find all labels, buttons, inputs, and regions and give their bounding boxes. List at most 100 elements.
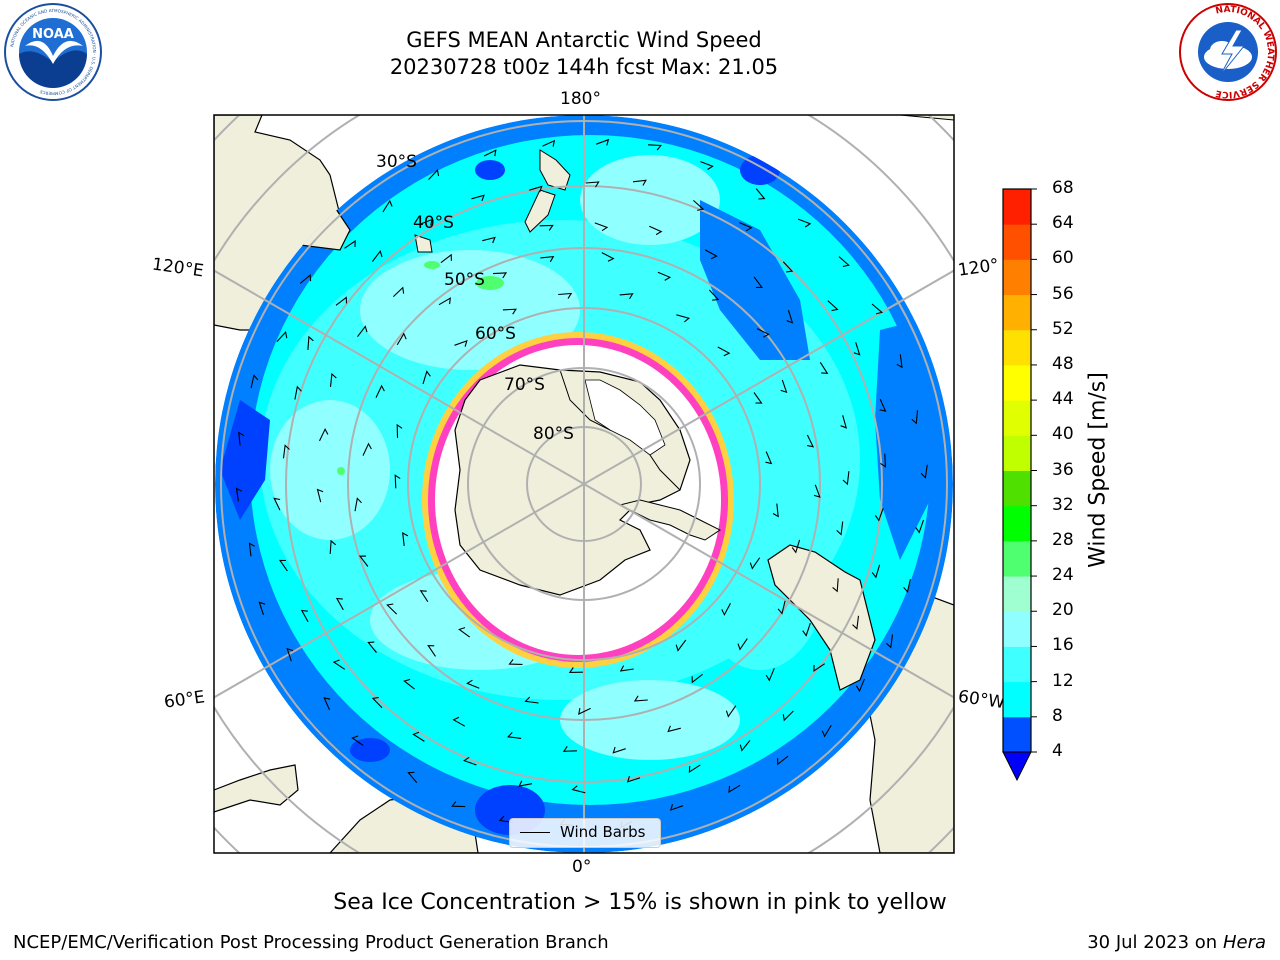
wind-barb	[375, 384, 385, 398]
colorbar	[1002, 188, 1037, 782]
wind-barb	[335, 296, 348, 306]
lon-label-180: 180°	[560, 89, 601, 109]
colorbar-tick-label: 52	[1052, 318, 1074, 339]
wind-barb	[357, 325, 368, 338]
wind-barb	[407, 771, 418, 784]
colorbar-tick-label: 20	[1052, 600, 1074, 621]
wind-barb	[524, 696, 539, 704]
wind-barb	[708, 289, 720, 301]
wind-barb	[739, 222, 753, 232]
wind-barb	[344, 239, 356, 249]
wind-barb	[813, 484, 821, 498]
wind-barb	[562, 745, 577, 752]
wind-barb	[508, 659, 523, 665]
colorbar-segment	[1003, 611, 1031, 647]
wind-barb	[393, 286, 405, 297]
wind-barb	[842, 471, 850, 486]
wind-barb	[248, 542, 255, 557]
colorbar-segment	[1003, 329, 1031, 366]
wind-barb	[498, 815, 513, 823]
wind-barb	[316, 488, 324, 503]
wind-barb	[396, 332, 407, 346]
wind-barb	[507, 732, 522, 739]
wind-barb	[920, 464, 928, 479]
wind-barb	[838, 256, 850, 268]
lat-label-70s: 70°S	[504, 375, 545, 395]
wind-barb	[765, 451, 773, 465]
lat-label-40s: 40°S	[413, 213, 454, 233]
wind-barb	[351, 735, 364, 746]
wind-barb	[821, 724, 832, 738]
wind-barb	[428, 168, 440, 180]
wind-barb	[594, 222, 609, 232]
wind-barb	[819, 362, 829, 374]
wind-barb	[852, 615, 860, 630]
wind-barb	[451, 801, 466, 808]
footer-date: 30 Jul 2023 on Hera	[1087, 932, 1266, 953]
colorbar-segment	[1003, 646, 1031, 683]
colorbar-tick-label: 56	[1052, 283, 1074, 304]
wind-barb	[332, 659, 346, 670]
wind-barb	[539, 224, 554, 231]
wind-barb	[797, 218, 812, 228]
colorbar-tick-label: 16	[1052, 635, 1074, 656]
wind-barb	[737, 638, 748, 651]
colorbar-tick-label: 48	[1052, 353, 1074, 374]
wind-barb	[753, 392, 763, 404]
wind-barb	[791, 539, 801, 554]
wind-barb	[777, 600, 786, 615]
footer-organization: NCEP/EMC/Verification Post Processing Pr…	[13, 932, 609, 953]
wind-barb	[739, 740, 751, 752]
wind-barb	[619, 293, 634, 300]
wind-barb	[286, 647, 294, 662]
wind-barb	[329, 372, 337, 387]
wind-barb	[585, 181, 600, 188]
lat-label-50s: 50°S	[444, 270, 485, 290]
wind-barb	[403, 678, 415, 690]
wind-barb	[669, 804, 684, 811]
wind-barb	[813, 663, 826, 673]
wind-barb	[836, 521, 844, 536]
wind-barb	[721, 602, 731, 616]
wind-barb	[612, 746, 626, 754]
colorbar-segment	[1003, 576, 1031, 612]
wind-barb	[235, 487, 243, 502]
colorbar-segment	[1003, 259, 1031, 296]
colorbar-label: Wind Speed [m/s]	[1085, 372, 1111, 568]
wind-barb	[619, 665, 634, 672]
wind-barb	[782, 710, 794, 722]
wind-barb	[367, 641, 377, 653]
wind-barb	[335, 597, 344, 611]
colorbar-tick-label: 4	[1052, 741, 1063, 761]
wind-barb	[568, 667, 583, 673]
wind-barb	[874, 508, 884, 522]
colorbar-tick-label: 24	[1052, 565, 1074, 586]
wind-barb	[880, 453, 886, 468]
wind-barb	[458, 627, 471, 638]
wind-barb	[855, 678, 866, 693]
wind-barb	[558, 292, 573, 299]
colorbar-segment	[1003, 189, 1031, 225]
wind-barb	[806, 434, 815, 448]
colorbar-segment	[1003, 505, 1031, 542]
footer-machine: Hera	[1222, 932, 1266, 953]
wind-barb	[273, 497, 281, 511]
wind-barb	[466, 679, 480, 689]
wind-barb	[728, 784, 741, 794]
colorbar-segment	[1003, 224, 1031, 260]
wind-barb	[903, 578, 911, 593]
wind-barb	[657, 271, 672, 281]
wind-barb	[300, 609, 309, 623]
colorbar-tick-label: 12	[1052, 670, 1074, 691]
wind-barb	[358, 555, 369, 567]
noaa-logo: NOAA NATIONAL OCEANIC AND ATMOSPHERIC AD…	[4, 3, 102, 101]
colorbar-segment	[1003, 400, 1031, 436]
wind-barb	[571, 785, 586, 794]
wind-barb	[238, 431, 245, 446]
colorbar-tick-label: 36	[1052, 459, 1074, 480]
wind-barb	[782, 261, 794, 273]
wind-barb	[691, 673, 703, 684]
colorbar-tick-label: 40	[1052, 424, 1074, 445]
wind-barb	[700, 161, 714, 170]
wind-barb	[832, 578, 839, 593]
